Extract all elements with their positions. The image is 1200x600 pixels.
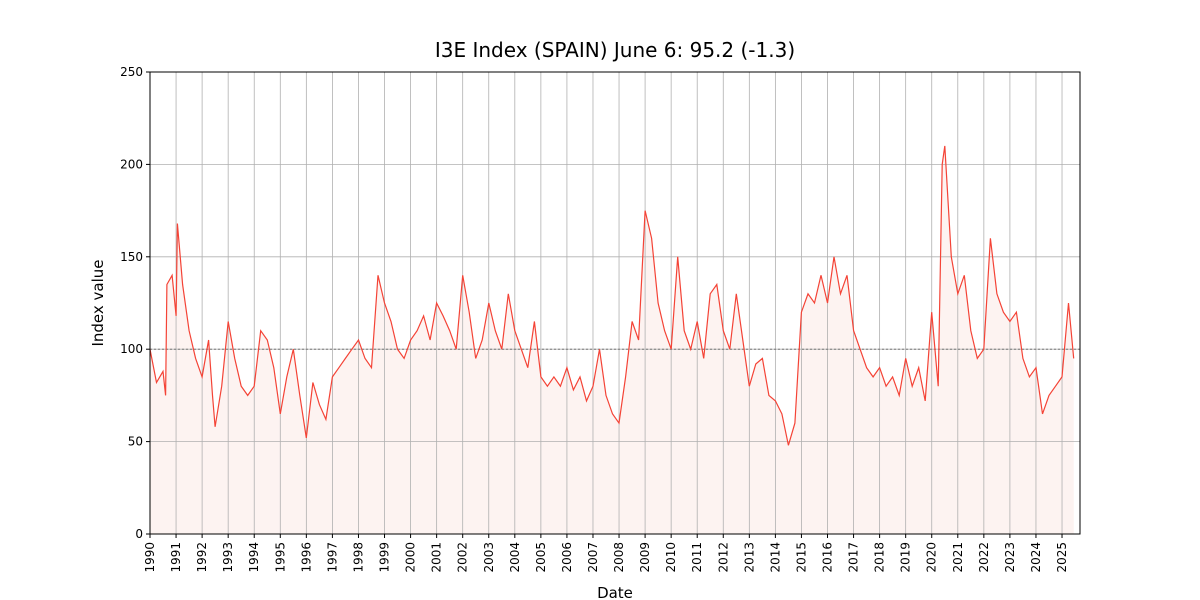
x-tick-label: 1993 (221, 542, 235, 573)
area (150, 145, 1074, 534)
x-tick-label: 2016 (821, 542, 835, 573)
x-tick-label: 2015 (794, 542, 808, 573)
x-tick-label: 2025 (1055, 542, 1069, 573)
x-tick-label: 2006 (560, 542, 574, 573)
x-tick-label: 2000 (404, 542, 418, 573)
x-tick-label: 2011 (690, 542, 704, 573)
y-tick-label: 0 (135, 527, 143, 541)
y-axis-label: Index value (89, 259, 107, 346)
x-tick-label: 1998 (351, 542, 365, 573)
x-tick-label: 2001 (430, 542, 444, 573)
x-tick-label: 2013 (742, 542, 756, 573)
x-tick-label: 2005 (534, 542, 548, 573)
x-tick-label: 2018 (873, 542, 887, 573)
x-tick-label: 1997 (325, 542, 339, 573)
x-tick-label: 2024 (1029, 542, 1043, 573)
x-tick-label: 2019 (899, 542, 913, 573)
x-tick-label: 1992 (195, 542, 209, 573)
x-tick-label: 2023 (1003, 542, 1017, 573)
x-tick-label: 1990 (143, 542, 157, 573)
x-axis-label: Date (597, 584, 633, 600)
x-tick-label: 2010 (664, 542, 678, 573)
plot-frame (149, 71, 1081, 535)
y-tick-label: 250 (120, 65, 143, 79)
x-tick-label: 2004 (508, 542, 522, 573)
line (149, 145, 1075, 446)
x-tick-label: 1994 (247, 542, 261, 573)
x-tick-label: 2017 (847, 542, 861, 573)
x-tick-label: 2007 (586, 542, 600, 573)
x-tick-label: 2002 (456, 542, 470, 573)
x-tick-label: 1991 (169, 542, 183, 573)
y-tick-label: 150 (120, 250, 143, 264)
y-tick-label: 50 (128, 435, 143, 449)
x-tick-label: 2022 (977, 542, 991, 573)
x-tick-label: 2021 (951, 542, 965, 573)
x-tick-label: 1996 (299, 542, 313, 573)
x-tick-label: 2014 (768, 542, 782, 573)
x-tick-label: 2008 (612, 542, 626, 573)
x-tick-label: 1995 (273, 542, 287, 573)
y-tick-label: 100 (120, 342, 143, 356)
x-tick-label: 1999 (378, 542, 392, 573)
chart-title: I3E Index (SPAIN) June 6: 95.2 (-1.3) (435, 38, 795, 62)
x-tick-label: 2020 (925, 542, 939, 573)
y-tick-label: 200 (120, 157, 143, 171)
x-tick-label: 2003 (482, 542, 496, 573)
x-tick-label: 2009 (638, 542, 652, 573)
x-tick-label: 2012 (716, 542, 730, 573)
